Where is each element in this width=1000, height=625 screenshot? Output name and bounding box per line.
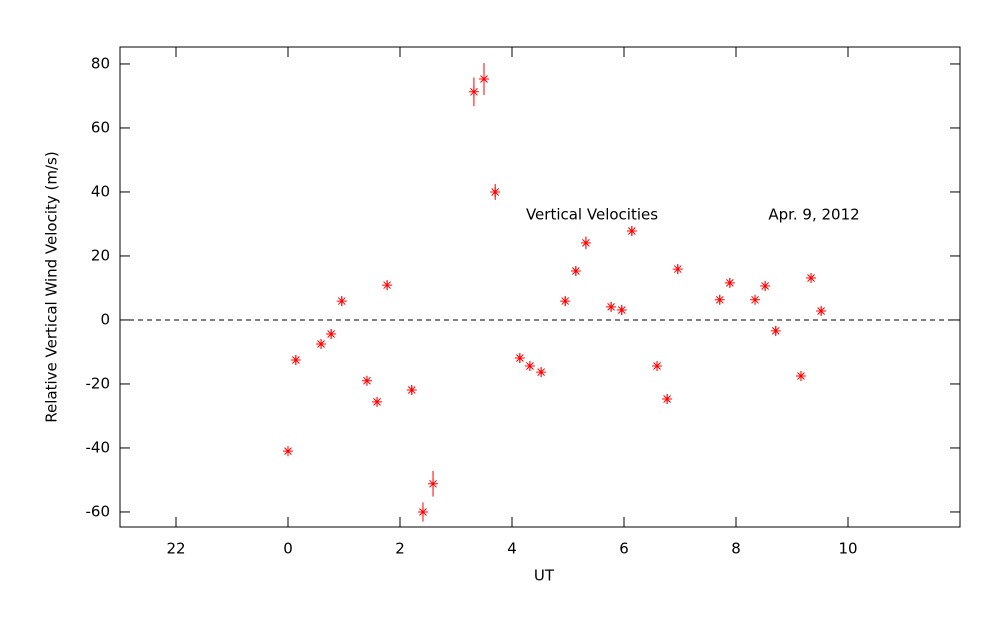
data-point xyxy=(616,305,627,316)
data-point xyxy=(468,86,479,97)
y-tick-label: 60 xyxy=(91,118,110,136)
data-point xyxy=(514,353,525,364)
data-point xyxy=(750,294,761,305)
x-tick-label: 10 xyxy=(838,540,857,558)
y-tick-label: -60 xyxy=(86,502,111,520)
plot-frame xyxy=(119,46,961,528)
data-point xyxy=(490,186,501,197)
y-tick-label: 80 xyxy=(91,54,110,72)
data-point xyxy=(816,306,827,316)
data-point xyxy=(560,296,571,307)
data-point xyxy=(336,296,347,307)
annotation: Apr. 9, 2012 xyxy=(768,206,859,224)
data-point xyxy=(524,361,535,372)
data-point xyxy=(290,354,301,365)
data-point xyxy=(316,338,327,349)
data-point xyxy=(372,396,383,407)
x-tick-label: 6 xyxy=(619,540,629,558)
data-point xyxy=(580,237,591,248)
x-axis-label: UT xyxy=(534,567,555,585)
data-point xyxy=(606,301,617,312)
x-tick-label: 2 xyxy=(395,540,405,558)
data-point xyxy=(283,446,293,457)
data-point xyxy=(536,367,547,378)
y-axis-label: Relative Vertical Wind Velocity (m/s) xyxy=(43,151,61,422)
data-point xyxy=(724,277,735,288)
y-tick-label: 0 xyxy=(100,310,110,328)
x-tick-label: 8 xyxy=(731,540,741,558)
data-point xyxy=(672,264,683,275)
data-point xyxy=(795,370,806,381)
data-point xyxy=(662,394,673,404)
y-tick-label: -20 xyxy=(86,374,111,392)
data-point xyxy=(361,375,372,386)
data-point xyxy=(714,294,725,305)
data-point xyxy=(326,329,337,340)
data-point xyxy=(382,280,393,291)
x-tick-label: 4 xyxy=(507,540,517,558)
y-tick-label: 40 xyxy=(91,182,110,200)
data-point xyxy=(479,74,489,84)
data-point xyxy=(406,385,417,396)
data-point xyxy=(570,266,581,276)
data-point xyxy=(652,361,663,372)
annotation: Vertical Velocities xyxy=(526,206,658,224)
y-tick-label: 20 xyxy=(91,246,110,264)
data-point xyxy=(417,506,428,517)
data-point xyxy=(770,325,781,336)
data-point xyxy=(760,281,771,292)
data-point xyxy=(806,273,817,284)
x-tick-label: 0 xyxy=(283,540,293,558)
data-point xyxy=(428,478,439,489)
y-tick-label: -40 xyxy=(86,438,111,456)
data-point xyxy=(626,226,637,236)
x-tick-label: 22 xyxy=(166,540,185,558)
